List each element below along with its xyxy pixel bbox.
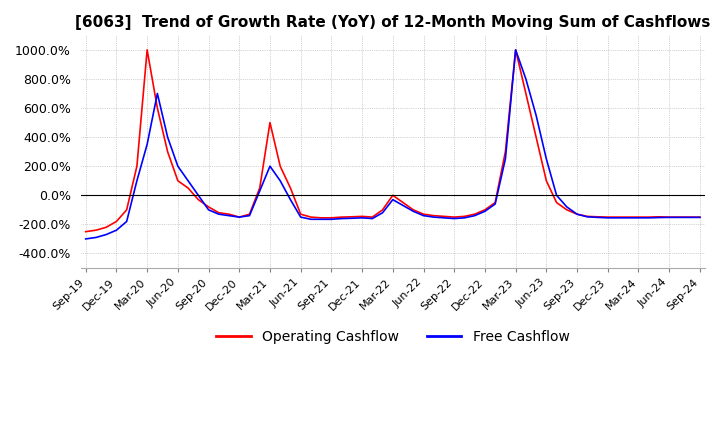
Title: [6063]  Trend of Growth Rate (YoY) of 12-Month Moving Sum of Cashflows: [6063] Trend of Growth Rate (YoY) of 12-… — [75, 15, 711, 30]
Operating Cashflow — [624, 214, 633, 220]
Free Cashflow — [81, 236, 90, 242]
Operating Cashflow — [235, 214, 243, 220]
Free Cashflow — [624, 215, 633, 220]
Operating Cashflow — [81, 229, 90, 234]
Line: Operating Cashflow: Operating Cashflow — [86, 50, 700, 231]
Free Cashflow — [696, 215, 704, 220]
Free Cashflow — [450, 216, 459, 221]
Free Cashflow — [225, 213, 233, 218]
Free Cashflow — [511, 47, 520, 52]
Operating Cashflow — [143, 47, 151, 52]
Operating Cashflow — [419, 212, 428, 217]
Free Cashflow — [297, 214, 305, 220]
Free Cashflow — [409, 209, 418, 214]
Operating Cashflow — [460, 214, 469, 219]
Free Cashflow — [204, 207, 213, 213]
Operating Cashflow — [215, 210, 223, 216]
Operating Cashflow — [307, 214, 315, 220]
Legend: Operating Cashflow, Free Cashflow: Operating Cashflow, Free Cashflow — [210, 324, 575, 349]
Line: Free Cashflow: Free Cashflow — [86, 50, 700, 239]
Operating Cashflow — [696, 214, 704, 220]
